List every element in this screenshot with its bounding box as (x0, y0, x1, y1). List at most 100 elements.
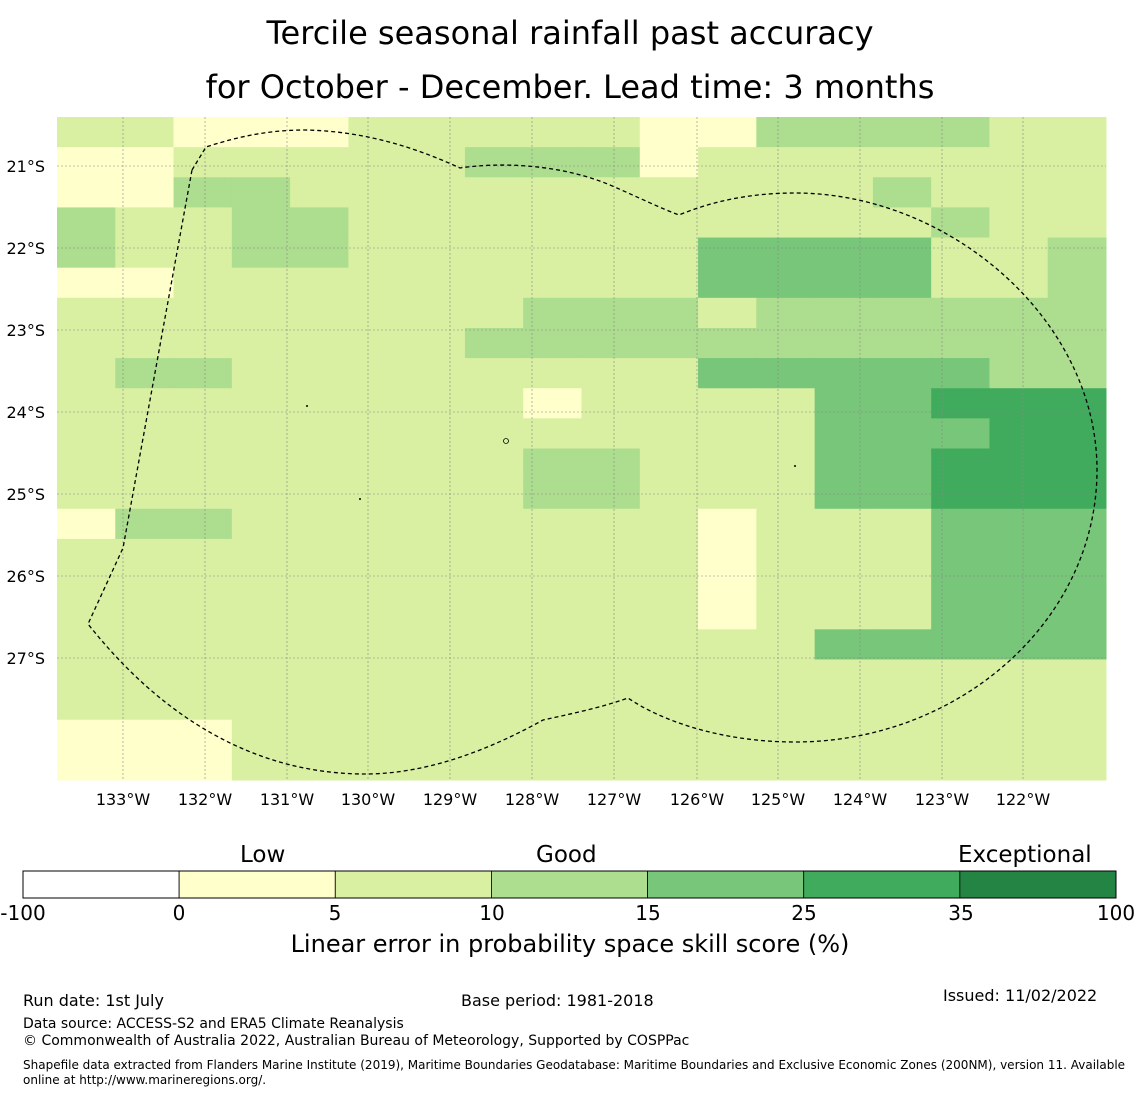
grid-cell (523, 117, 582, 148)
grid-cell (57, 207, 116, 239)
grid-cell (348, 147, 408, 178)
issued-date: Issued: 11/02/2022 (943, 986, 1098, 1005)
grid-cell (115, 508, 175, 540)
grid-cell (931, 207, 990, 239)
grid-cell (931, 147, 990, 178)
grid-cell (115, 448, 175, 480)
grid-cell (1047, 599, 1107, 630)
grid-cell (348, 569, 408, 600)
grid-cell (523, 569, 582, 600)
grid-cell (464, 207, 524, 239)
grid-cell (523, 177, 582, 208)
grid-cell (57, 689, 116, 721)
grid-cell (290, 327, 349, 359)
grid-cell (698, 177, 757, 208)
grid-cell (639, 177, 699, 208)
grid-cell (173, 358, 233, 389)
grid-cell (57, 659, 116, 691)
grid-cell (1047, 267, 1107, 299)
colorbar-segment (334, 870, 492, 899)
grid-cell (1047, 569, 1107, 600)
grid-cell (756, 508, 816, 540)
grid-cell (814, 177, 874, 208)
grid-cell (406, 569, 466, 600)
colorbar-tick: 0 (172, 901, 186, 925)
grid-cell (57, 147, 116, 178)
grid-cell (931, 267, 990, 299)
grid-cell (406, 147, 466, 178)
colorbar-category-good: Good (536, 842, 597, 868)
grid-cell (698, 418, 757, 449)
longitude-label: 126°W (670, 790, 725, 809)
grid-cell (756, 297, 816, 329)
grid-cell (523, 689, 582, 721)
grid-cell (872, 117, 932, 148)
grid-cell (464, 448, 524, 480)
grid-cell (756, 147, 816, 178)
grid-cell (348, 719, 408, 751)
grid-cell (173, 267, 233, 299)
grid-cell (989, 418, 1049, 449)
grid-cell (115, 599, 175, 630)
grid-cell (931, 749, 990, 781)
grid-cell (814, 418, 874, 449)
grid-cell (989, 719, 1049, 751)
grid-cell (348, 207, 408, 239)
grid-cell (348, 749, 408, 781)
colorbar-tick: 10 (479, 901, 505, 925)
grid-cell (115, 388, 175, 419)
grid-cell (464, 749, 524, 781)
grid-cell (348, 448, 408, 480)
title-line-2: for October - December. Lead time: 3 mon… (205, 68, 935, 106)
grid-cell (581, 448, 641, 480)
grid-cell (173, 147, 233, 178)
grid-cell (581, 749, 641, 781)
grid-cell (1047, 659, 1107, 691)
grid-cell (989, 388, 1049, 419)
grid-cell (173, 599, 233, 630)
island-marker (306, 405, 308, 407)
grid-cell (814, 569, 874, 600)
grid-cell (872, 719, 932, 751)
grid-cell (406, 117, 466, 148)
grid-cell (523, 448, 582, 480)
grid-cell (57, 177, 116, 208)
grid-cell (115, 689, 175, 721)
grid-cell (231, 418, 291, 449)
grid-cell (989, 508, 1049, 540)
grid-cell (872, 358, 932, 389)
grid-cell (872, 267, 932, 299)
grid-cell (406, 508, 466, 540)
grid-cell (290, 237, 349, 269)
grid-cell (989, 689, 1049, 721)
colorbar-segment (647, 870, 805, 899)
grid-cell (464, 327, 524, 359)
grid-cell (581, 569, 641, 600)
grid-cell (931, 358, 990, 389)
grid-cell (698, 237, 757, 269)
grid-cell (698, 629, 757, 660)
grid-cell (231, 358, 291, 389)
grid-cell (231, 569, 291, 600)
grid-cell (814, 117, 874, 148)
grid-cell (523, 267, 582, 299)
grid-cell (464, 388, 524, 419)
grid-cell (1047, 629, 1107, 660)
grid-cell (814, 508, 874, 540)
grid-cell (872, 177, 932, 208)
grid-cell (1047, 719, 1107, 751)
grid-cell (639, 599, 699, 630)
grid-cell (406, 689, 466, 721)
grid-cell (814, 327, 874, 359)
grid-cell (406, 629, 466, 660)
grid-cell (406, 749, 466, 781)
grid-cell (115, 147, 175, 178)
grid-cell (115, 207, 175, 239)
grid-cell (581, 719, 641, 751)
latitude-labels: 21°S 22°S 23°S 24°S 25°S 26°S 27°S (6, 157, 45, 668)
eez-boundary (87, 129, 1098, 775)
grid-cell (523, 297, 582, 329)
grid-cell (348, 267, 408, 299)
grid-cell (173, 327, 233, 359)
